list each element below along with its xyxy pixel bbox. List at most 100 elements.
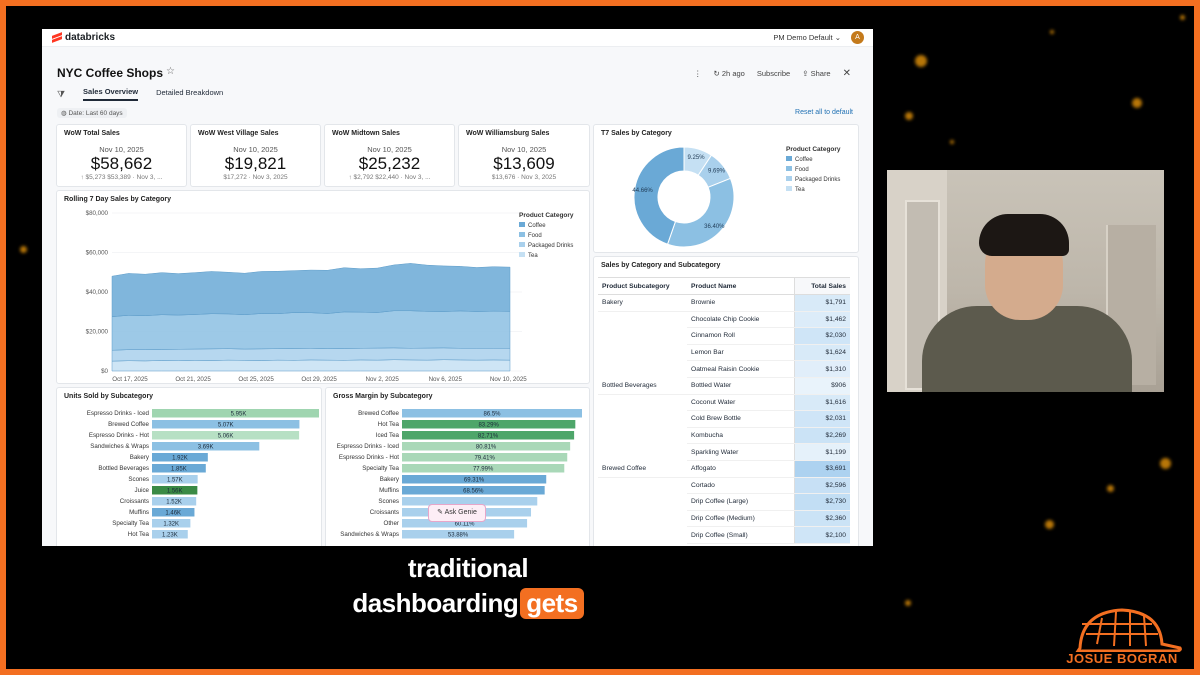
column-header[interactable]: Product Subcategory [598,277,687,295]
workspace-selector[interactable]: PM Demo Default ⌄ [773,33,841,42]
legend-item[interactable]: Tea [786,185,841,195]
bar[interactable] [402,420,576,429]
subscribe-button[interactable]: Subscribe [756,69,791,78]
table-row[interactable]: Sparkling Water $1,199 [598,443,850,461]
subcategory-cell: Bottled Beverages [598,377,687,395]
table-row[interactable]: Bottled Beverages Bottled Water $906 [598,377,850,395]
bar[interactable] [152,442,260,451]
kpi-title: WoW Williamsburg Sales [466,130,550,137]
x-tick-label: Oct 29, 2025 [301,376,337,383]
bar-category-label: Croissants [370,509,399,516]
donut-slice-coffee[interactable] [633,146,685,245]
area-series-tea[interactable] [111,359,511,372]
table-row[interactable]: Drip Coffee (Small) $2,100 [598,526,850,544]
bar[interactable] [402,442,571,451]
product-name-cell: Cinnamon Roll [687,327,794,345]
more-options-icon[interactable]: ⋮ [694,69,702,78]
area-series-coffee[interactable] [111,263,511,317]
bar[interactable] [152,464,206,473]
legend-item[interactable]: Packaged Drinks [786,175,841,185]
table-row[interactable]: Bakery Brownie $1,791 [598,294,850,312]
bar[interactable] [152,409,319,418]
kpi-card-midtown[interactable]: WoW Midtown Sales Nov 10, 2025 $25,232 ↑… [324,124,455,187]
table-row[interactable]: Brewed Coffee Affogato $3,691 [598,460,850,478]
bar[interactable] [402,497,538,506]
bar[interactable] [402,464,565,473]
refresh-button[interactable]: ↻ 2h ago [714,69,745,78]
margin-bar-card[interactable]: Gross Margin by Subcategory Brewed Coffe… [325,387,590,546]
reset-all-link[interactable]: Reset all to default [795,109,853,116]
column-header[interactable]: Product Name [687,277,794,295]
filter-icon[interactable]: ⧩ [57,88,66,99]
table-row[interactable]: Cinnamon Roll $2,030 [598,327,850,345]
star-icon[interactable]: ☆ [166,66,175,77]
dashboard-screen: databricks PM Demo Default ⌄ A NYC Coffe… [42,29,873,546]
tab-detailed-breakdown[interactable]: Detailed Breakdown [156,88,224,97]
sales-table-card[interactable]: Sales by Category and Subcategory Produc… [593,256,859,546]
bar-data-label: 5.95K [231,411,247,417]
legend-item[interactable]: Food [519,231,574,241]
table-row[interactable]: Cortado $2,596 [598,477,850,495]
legend-item[interactable]: Packaged Drinks [519,241,574,251]
kpi-card-west-village[interactable]: WoW West Village Sales Nov 10, 2025 $19,… [190,124,321,187]
table-row[interactable]: Drip Coffee (Medium) $2,360 [598,510,850,528]
databricks-logo[interactable]: databricks [52,31,115,43]
bar[interactable] [402,409,582,418]
donut-chart: 9.25% 9.69% 36.40% 44.66% [632,146,735,248]
kpi-card-williamsburg[interactable]: WoW Williamsburg Sales Nov 10, 2025 $13,… [458,124,590,187]
bar[interactable] [152,431,300,440]
donut-chart-card[interactable]: T7 Sales by Category 9.25% 9.69% 36.40% 44.… [593,124,859,253]
bar[interactable] [402,519,528,528]
bar[interactable] [152,453,208,462]
bar[interactable] [152,486,198,495]
kpi-sub-text: $5,273 $53,389 · Nov 3, ... [85,174,163,181]
bar-category-label: Brewed Coffee [108,421,149,428]
table-row[interactable]: Chocolate Chip Cookie $1,462 [598,311,850,329]
table-row[interactable]: Oatmeal Raisin Cookie $1,310 [598,360,850,378]
bar-data-label: 69.31% [464,477,485,483]
bar[interactable] [402,530,515,539]
bar[interactable] [402,486,545,495]
legend-item[interactable]: Coffee [786,155,841,165]
close-icon[interactable]: ✕ [842,68,851,79]
bar[interactable] [402,475,547,484]
bar[interactable] [152,420,300,429]
kpi-card-total[interactable]: WoW Total Sales Nov 10, 2025 $58,662 ↑ $… [56,124,187,187]
bar[interactable] [152,475,198,484]
bar-category-label: Iced Tea [376,432,400,439]
total-sales-cell: $3,691 [793,460,850,478]
y-tick-label: $0 [101,368,108,375]
area-chart-card[interactable]: Rolling 7 Day Sales by Category $0 $20,00… [56,190,590,384]
ask-genie-button[interactable]: ✎ Ask Genie [428,504,486,522]
subcategory-cell [598,527,687,544]
units-bar-card[interactable]: Units Sold by Subcategory Espresso Drink… [56,387,322,546]
area-series-food[interactable] [111,310,511,351]
tab-sales-overview[interactable]: Sales Overview [83,87,139,101]
area-series-packaged-drinks[interactable] [111,347,511,362]
table-row[interactable]: Lemon Bar $1,624 [598,344,850,362]
date-filter-chip[interactable]: ◍ Date: Last 60 days [57,108,127,118]
table-row[interactable]: Drip Coffee (Large) $2,730 [598,493,850,511]
legend-item[interactable]: Food [786,165,841,175]
share-button[interactable]: ⇪ Share [802,69,830,78]
bar-category-label: Hot Tea [128,531,150,538]
table-row[interactable]: Cold Brew Bottle $2,031 [598,410,850,428]
table-row[interactable]: Kombucha $2,269 [598,427,850,445]
bar[interactable] [402,431,575,440]
bar[interactable] [402,453,568,462]
bar-data-label: 5.07K [218,422,234,428]
total-sales-cell: $1,310 [793,360,850,378]
donut-slice-food[interactable] [666,177,735,248]
kpi-value: $13,609 [493,154,555,173]
bar[interactable] [152,497,197,506]
table-row[interactable]: Coconut Water $1,616 [598,394,850,412]
avatar[interactable]: A [851,31,864,44]
column-header[interactable]: Total Sales [793,277,850,295]
legend-item[interactable]: Coffee [519,221,574,231]
arrow-up-icon: ↑ [80,174,84,181]
legend-item[interactable]: Tea [519,251,574,261]
bar[interactable] [152,530,188,539]
bar[interactable] [152,519,191,528]
bar[interactable] [152,508,195,517]
product-name-cell: Sparkling Water [687,443,794,461]
